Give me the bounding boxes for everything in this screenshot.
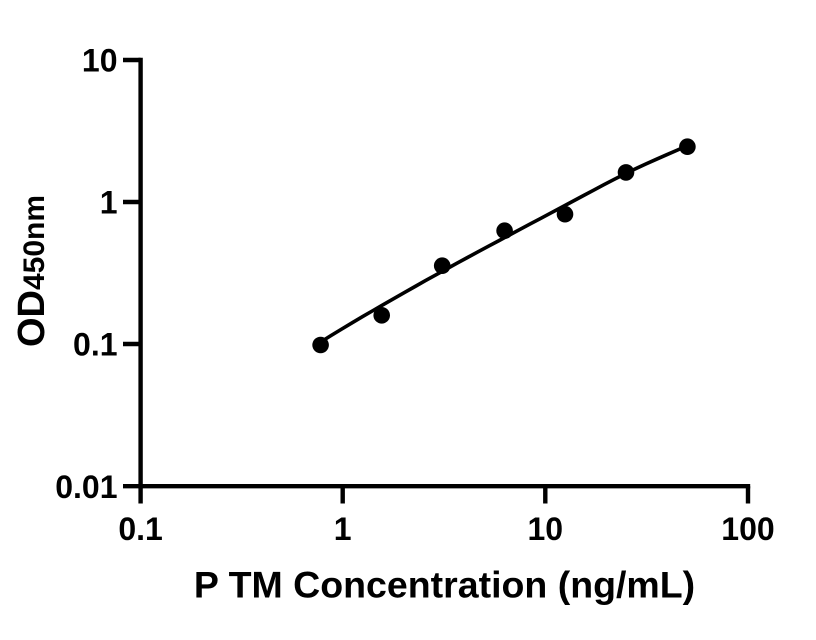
svg-text:OD450nm: OD450nm (11, 195, 53, 347)
svg-text:10: 10 (82, 43, 118, 79)
svg-text:100: 100 (721, 511, 774, 547)
svg-text:10: 10 (528, 511, 564, 547)
svg-text:0.01: 0.01 (55, 469, 117, 505)
svg-text:0.1: 0.1 (73, 327, 117, 363)
svg-text:0.1: 0.1 (118, 511, 162, 547)
svg-text:1: 1 (334, 511, 352, 547)
svg-text:P TM Concentration (ng/mL): P TM Concentration (ng/mL) (194, 563, 695, 605)
svg-text:1: 1 (100, 185, 118, 221)
